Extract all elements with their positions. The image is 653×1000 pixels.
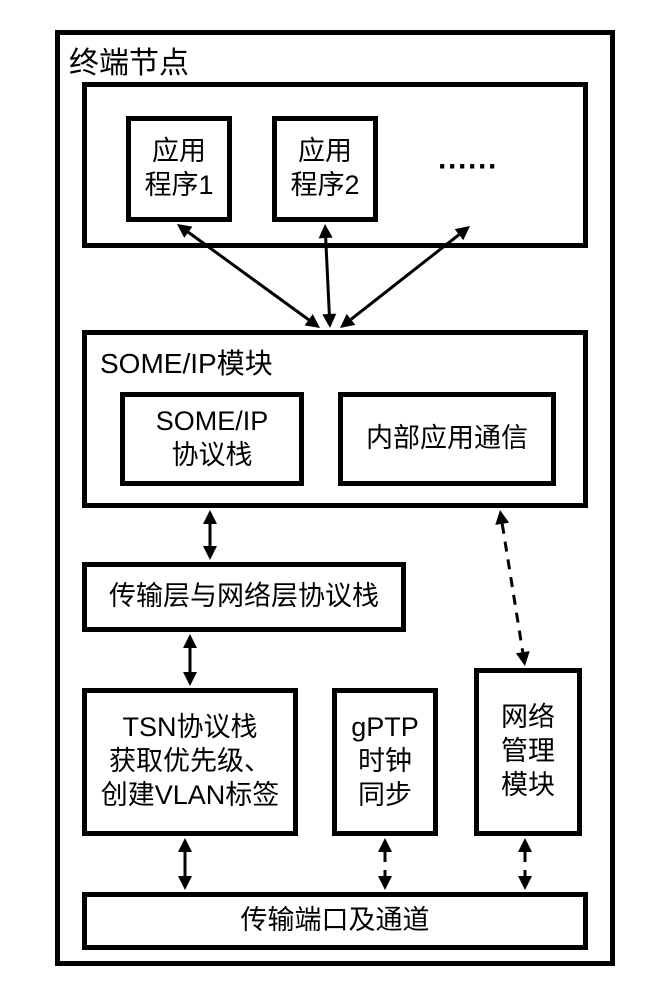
tsn-line3: 创建VLAN标签	[101, 779, 280, 813]
app-2-box: 应用 程序2	[272, 116, 378, 222]
tsn-line1: TSN协议栈	[123, 711, 258, 745]
phy-line1: 传输端口及通道	[241, 904, 430, 938]
someip-stack-line2: 协议栈	[172, 439, 253, 473]
network-mgmt-box: 网络 管理 模块	[474, 668, 582, 836]
app-1-line2: 程序1	[144, 169, 213, 203]
app-2-line2: 程序2	[290, 169, 359, 203]
internal-comm-line1: 内部应用通信	[366, 422, 528, 456]
net-mgmt-line2: 管理	[501, 735, 555, 769]
terminal-node-title: 终端节点	[69, 38, 189, 82]
someip-stack-line1: SOME/IP	[156, 405, 269, 439]
gptp-box: gPTP 时钟 同步	[332, 688, 438, 836]
tsn-line2: 获取优先级、	[109, 745, 271, 779]
internal-comm-box: 内部应用通信	[338, 392, 556, 486]
gptp-line1: gPTP	[351, 711, 419, 745]
gptp-line3: 同步	[358, 779, 412, 813]
phy-box: 传输端口及通道	[82, 892, 588, 950]
app-2-line1: 应用	[298, 135, 352, 169]
apps-ellipsis: ······	[438, 150, 498, 184]
transport-network-line1: 传输层与网络层协议栈	[109, 580, 379, 614]
someip-module-title: SOME/IP模块	[100, 342, 273, 382]
net-mgmt-line3: 模块	[501, 769, 555, 803]
app-1-line1: 应用	[152, 135, 206, 169]
net-mgmt-line1: 网络	[501, 701, 555, 735]
app-1-box: 应用 程序1	[126, 116, 232, 222]
tsn-stack-box: TSN协议栈 获取优先级、 创建VLAN标签	[82, 688, 298, 836]
gptp-line2: 时钟	[358, 745, 412, 779]
someip-stack-box: SOME/IP 协议栈	[120, 392, 304, 486]
transport-network-box: 传输层与网络层协议栈	[82, 562, 406, 632]
